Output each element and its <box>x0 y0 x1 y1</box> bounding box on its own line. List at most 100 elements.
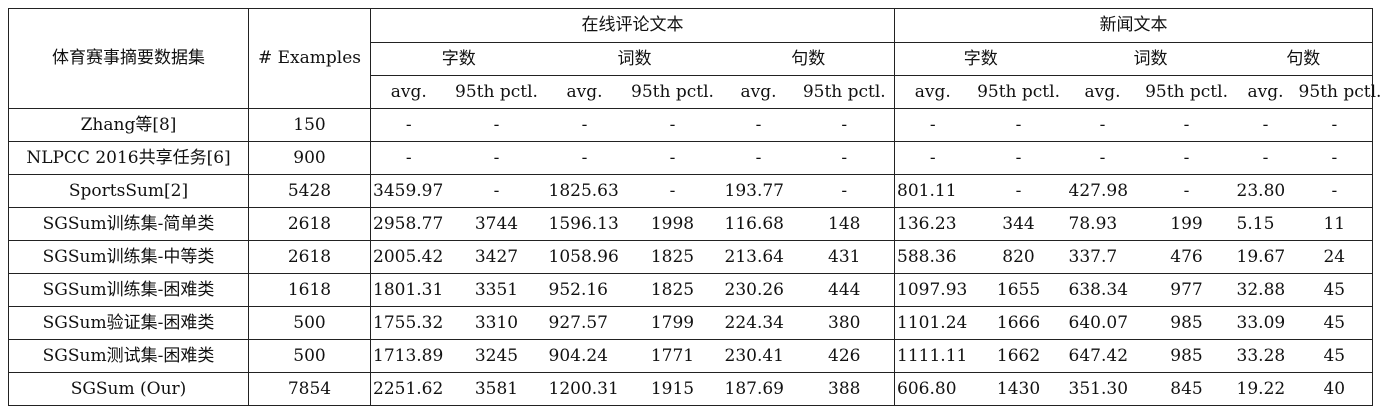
row-value: 213.64 <box>722 240 795 274</box>
row-value: 1097.93 <box>894 273 971 307</box>
header-avg: avg. <box>1066 75 1139 109</box>
header-online-words: 词数 <box>546 42 723 76</box>
row-value: 1755.32 <box>370 306 447 340</box>
header-avg: avg. <box>546 75 623 109</box>
row-value: 1430 <box>970 372 1067 406</box>
row-dataset-name: SGSum验证集-困难类 <box>8 306 249 340</box>
row-value: 1200.31 <box>546 372 623 406</box>
header-avg: avg. <box>894 75 971 109</box>
row-value: 426 <box>794 339 896 373</box>
row-value: 1666 <box>970 306 1067 340</box>
row-value: - <box>546 108 623 142</box>
row-examples: 2618 <box>248 240 371 274</box>
row-value: 640.07 <box>1066 306 1139 340</box>
row-value: 45 <box>1296 273 1374 307</box>
row-value: 40 <box>1296 372 1374 406</box>
row-value: 952.16 <box>546 273 623 307</box>
row-value: 193.77 <box>722 174 795 208</box>
row-value: 344 <box>970 207 1067 241</box>
header-avg: avg. <box>1234 75 1297 109</box>
row-value: 19.22 <box>1234 372 1297 406</box>
row-dataset-name: SGSum训练集-简单类 <box>8 207 249 241</box>
row-value: 388 <box>794 372 896 406</box>
row-dataset-name: SGSum训练集-中等类 <box>8 240 249 274</box>
row-value: 1825.63 <box>546 174 623 208</box>
row-value: 606.80 <box>894 372 971 406</box>
row-value: 3351 <box>446 273 547 307</box>
row-value: - <box>722 108 795 142</box>
row-value: 224.34 <box>722 306 795 340</box>
row-value: 977 <box>1138 273 1235 307</box>
row-value: 1596.13 <box>546 207 623 241</box>
header-news-words: 词数 <box>1066 42 1235 76</box>
row-value: 1801.31 <box>370 273 447 307</box>
row-value: 230.41 <box>722 339 795 373</box>
row-value: - <box>370 108 447 142</box>
row-value: - <box>446 141 547 175</box>
header-avg: avg. <box>722 75 795 109</box>
row-value: 5.15 <box>1234 207 1297 241</box>
row-value: - <box>1066 108 1139 142</box>
row-dataset-name: SportsSum[2] <box>8 174 249 208</box>
row-value: - <box>622 174 723 208</box>
row-value: - <box>794 141 896 175</box>
row-value: 45 <box>1296 339 1374 373</box>
header-online-group: 在线评论文本 <box>369 8 896 43</box>
row-value: 3744 <box>446 207 547 241</box>
row-value: 904.24 <box>546 339 623 373</box>
row-value: 45 <box>1296 306 1374 340</box>
row-value: - <box>894 108 971 142</box>
row-value: 1662 <box>970 339 1067 373</box>
row-value: 136.23 <box>894 207 971 241</box>
header-online-chars: 字数 <box>370 42 547 76</box>
row-value: 638.34 <box>1066 273 1139 307</box>
row-examples: 2618 <box>248 207 371 241</box>
row-value: - <box>970 174 1067 208</box>
row-value: 3581 <box>446 372 547 406</box>
header-pctl: 95th pctl. <box>794 75 896 109</box>
row-value: 337.7 <box>1066 240 1139 274</box>
table-row: SGSum训练集-困难类 1618 1801.31 3351 952.16 1825 230… <box>8 273 1374 307</box>
header-news-chars: 字数 <box>894 42 1067 76</box>
table-row: SGSum验证集-困难类 500 1755.32 3310 927.57 1799 224.… <box>8 306 1374 340</box>
row-value: - <box>546 141 623 175</box>
row-dataset-name: Zhang等[8] <box>8 108 249 142</box>
row-value: 1111.11 <box>894 339 971 373</box>
row-value: - <box>1296 141 1374 175</box>
row-value: 845 <box>1138 372 1235 406</box>
table-body: Zhang等[8] 150- - - - - - - - - - - - NLPCC 2016共享任务[6… <box>8 108 1374 406</box>
row-value: 148 <box>794 207 896 241</box>
table-row: SGSum (Our) 7854 2251.62 3581 1200.31 1915 187… <box>8 372 1374 406</box>
row-value: 1101.24 <box>894 306 971 340</box>
header-pctl: 95th pctl. <box>446 75 547 109</box>
row-value: 1915 <box>622 372 723 406</box>
row-value: 32.88 <box>1234 273 1297 307</box>
row-value: 199 <box>1138 207 1235 241</box>
table-row: Zhang等[8] 150- - - - - - - - - - - - <box>8 108 1374 142</box>
row-value: 3310 <box>446 306 547 340</box>
row-value: 187.69 <box>722 372 795 406</box>
row-value: 3245 <box>446 339 547 373</box>
row-value: 380 <box>794 306 896 340</box>
row-dataset-name: SGSum测试集-困难类 <box>8 339 249 373</box>
row-dataset-name: NLPCC 2016共享任务[6] <box>8 141 249 175</box>
row-value: 820 <box>970 240 1067 274</box>
row-examples: 500 <box>248 339 371 373</box>
table-row: NLPCC 2016共享任务[6] 900- - - - - - - - - - - - <box>8 141 1374 175</box>
row-dataset-name: SGSum训练集-困难类 <box>8 273 249 307</box>
row-value: - <box>1296 174 1374 208</box>
row-value: 927.57 <box>546 306 623 340</box>
row-value: 2958.77 <box>370 207 447 241</box>
row-examples: 900 <box>248 141 371 175</box>
row-examples: 7854 <box>248 372 371 406</box>
row-value: - <box>622 108 723 142</box>
row-value: - <box>446 174 547 208</box>
row-value: 3459.97 <box>370 174 447 208</box>
header-pctl: 95th pctl. <box>1138 75 1235 109</box>
row-value: 1771 <box>622 339 723 373</box>
header-avg: avg. <box>370 75 447 109</box>
row-value: 1998 <box>622 207 723 241</box>
header-examples: # Examples <box>248 8 371 109</box>
row-value: 1655 <box>970 273 1067 307</box>
row-value: - <box>970 108 1067 142</box>
